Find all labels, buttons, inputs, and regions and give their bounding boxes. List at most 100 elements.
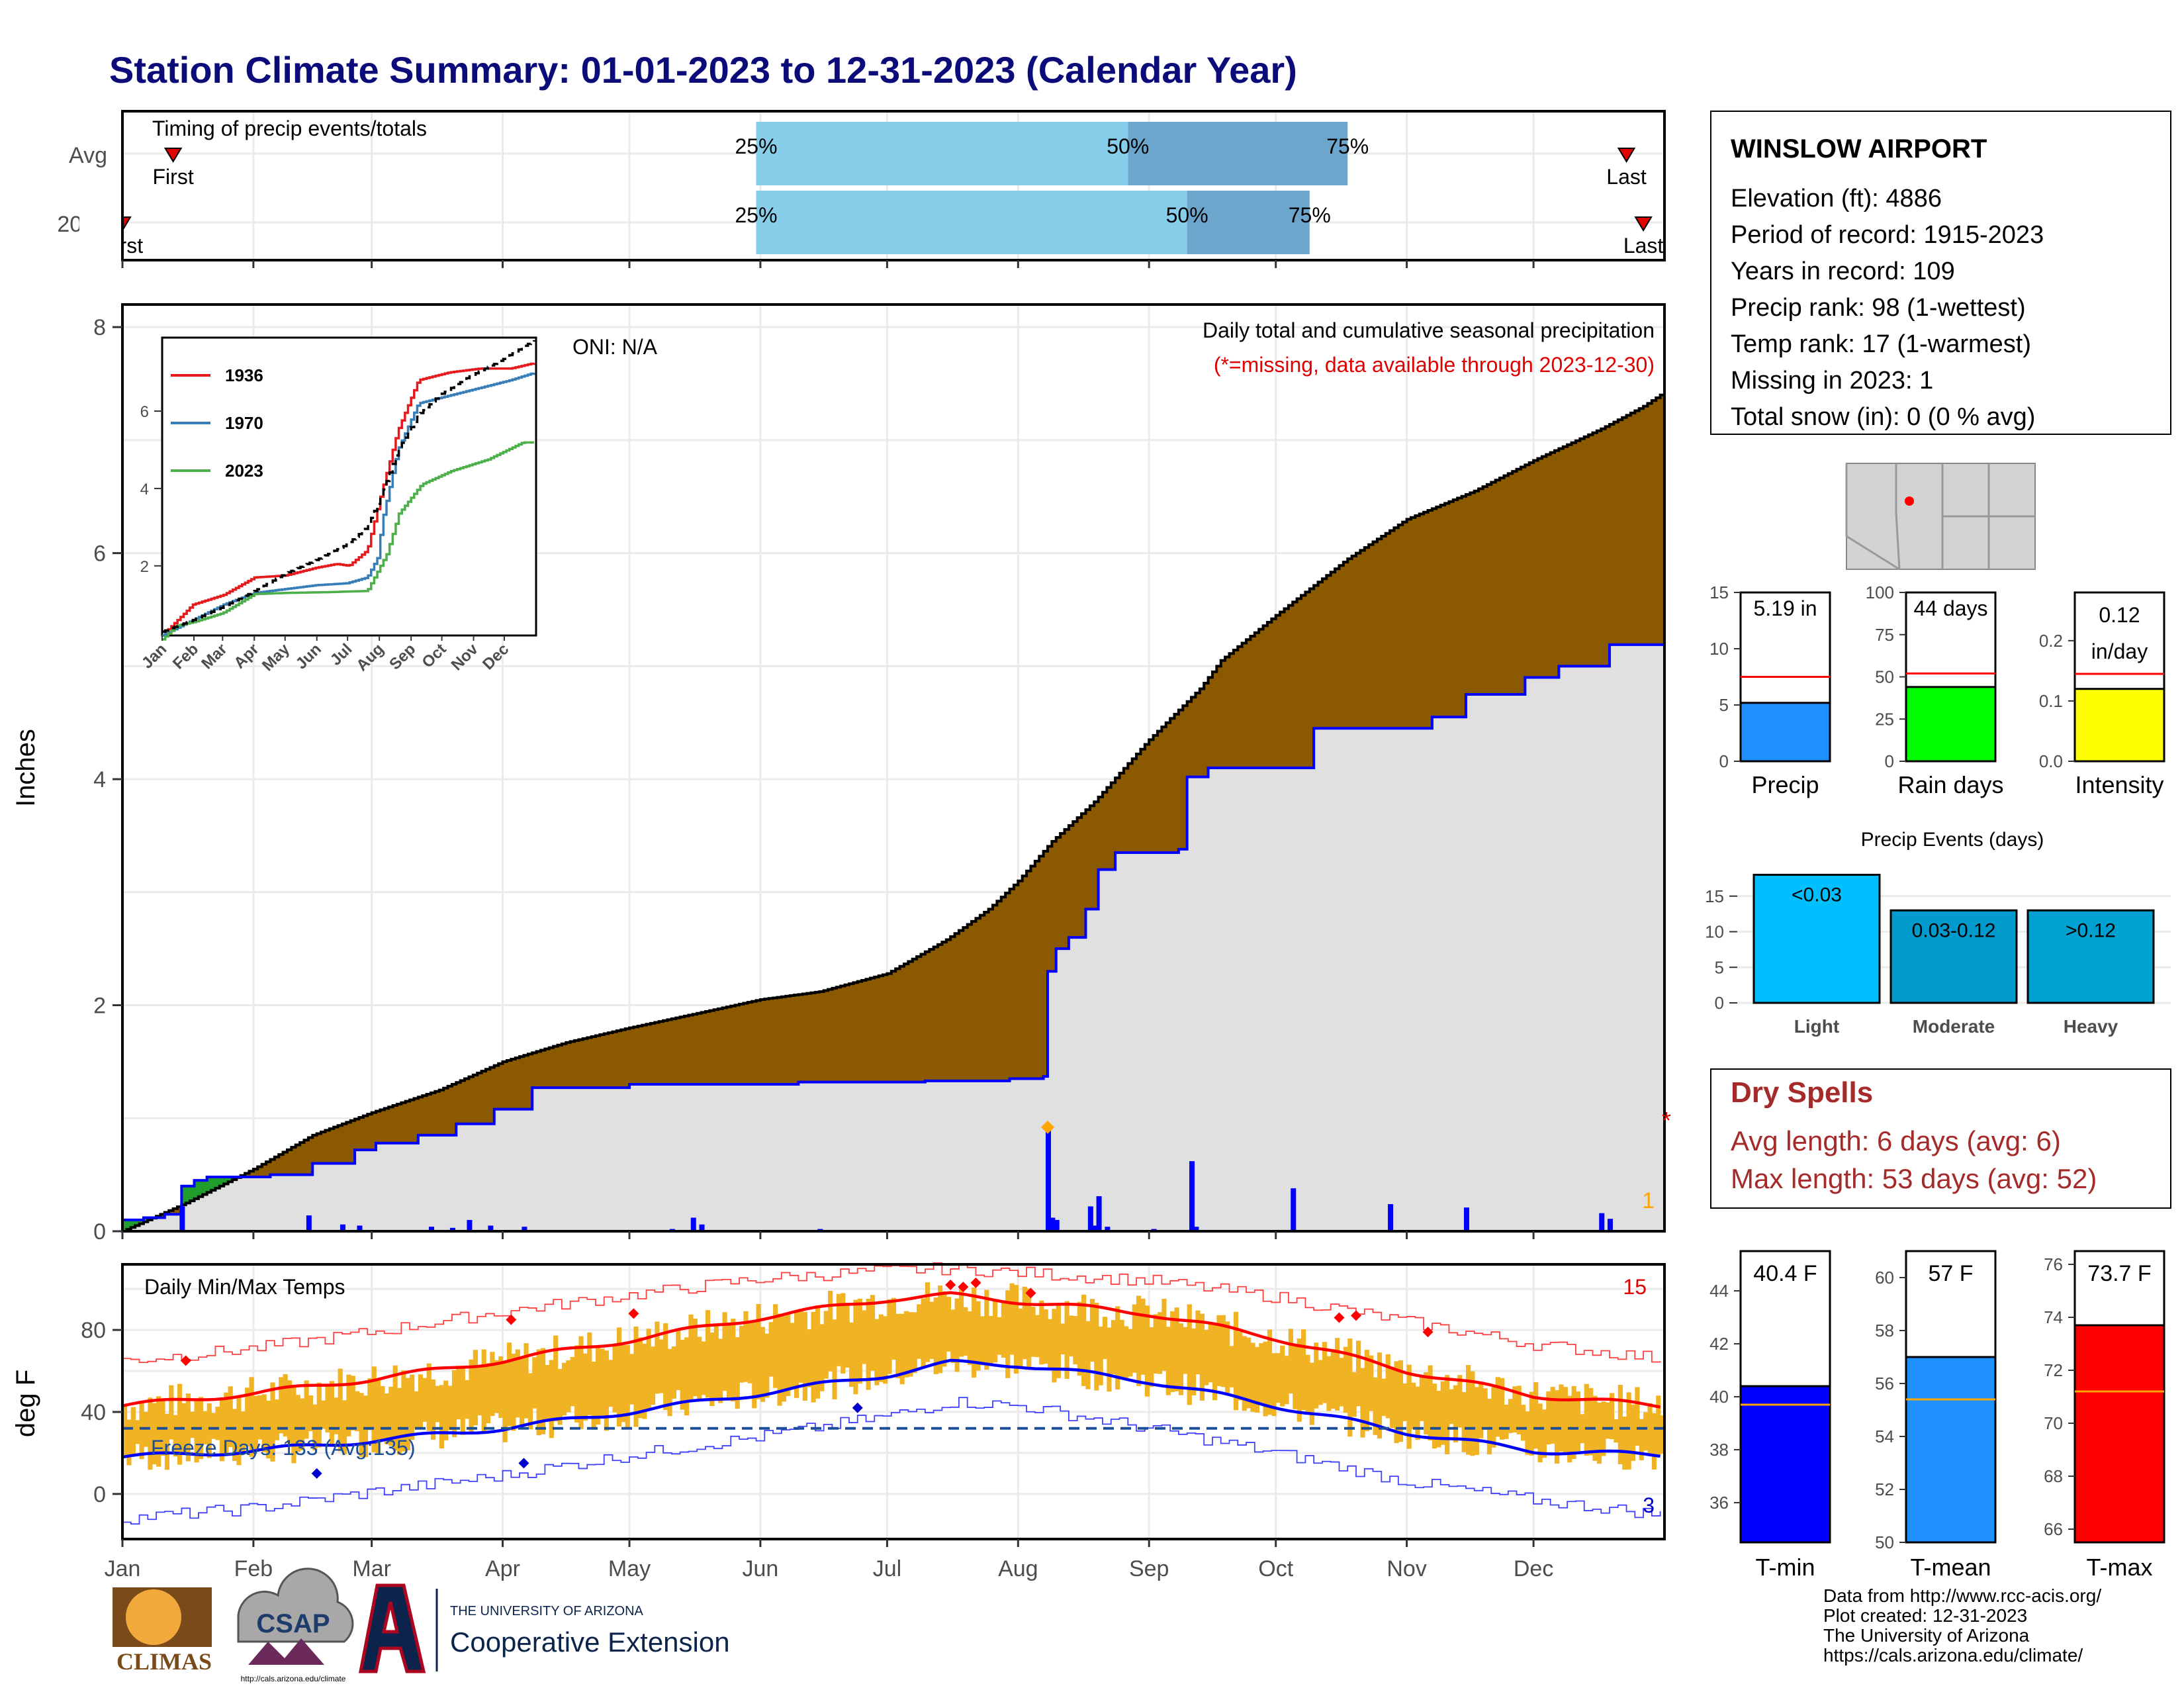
daily-precip-bar [1291, 1188, 1297, 1231]
daily-temp-bar [857, 1298, 862, 1384]
daily-temp-bar [650, 1346, 656, 1405]
daily-temp-bar [443, 1380, 449, 1440]
station-info-line: Temp rank: 17 (1-warmest) [1731, 330, 2031, 358]
daily-temp-bar [688, 1314, 694, 1400]
daily-temp-bar [520, 1358, 525, 1429]
daily-temp-bar [329, 1381, 334, 1446]
daily-temp-bar [527, 1373, 533, 1430]
event-bar [1752, 874, 1881, 1004]
daily-temp-bar [692, 1318, 698, 1397]
temp-panel-title: Daily Min/Max Temps [144, 1275, 345, 1299]
minibar-bar [1905, 686, 1997, 763]
minibar-label: Precip [1751, 771, 1819, 798]
daily-temp-bar [185, 1393, 191, 1462]
daily-temp-bar [938, 1286, 943, 1374]
daily-temp-bar [249, 1377, 254, 1457]
daily-temp-bar [392, 1365, 398, 1451]
daily-temp-bar [1204, 1330, 1209, 1385]
precip-ytick-label: 4 [93, 767, 106, 792]
daily-temp-bar [629, 1354, 635, 1405]
credit-line: Data from http://www.rcc-acis.org/ [1823, 1585, 2101, 1606]
month-label: Jul [873, 1556, 901, 1581]
daily-temp-bar [1174, 1307, 1179, 1391]
daily-temp-bar [1068, 1315, 1074, 1357]
daily-temp-bar [764, 1333, 770, 1398]
daily-temp-bar [684, 1337, 690, 1416]
precip-y-axis-label: Inches [11, 729, 40, 807]
daily-temp-bar [240, 1411, 246, 1455]
daily-temp-bar [1351, 1372, 1357, 1417]
tempbar-bar [1905, 1356, 1997, 1544]
daily-temp-bar [359, 1393, 364, 1457]
events-tick-label: 0 [1715, 993, 1724, 1013]
daily-temp-bar [1064, 1301, 1069, 1380]
month-label: Oct [1258, 1556, 1293, 1581]
daily-temp-bar [1550, 1387, 1555, 1444]
daily-temp-bar [1102, 1317, 1108, 1360]
daily-temp-bar [1486, 1399, 1492, 1455]
daily-temp-bar [1453, 1385, 1459, 1442]
timing-p50-label: 50% [1166, 203, 1208, 227]
inset-frame [161, 336, 537, 637]
daily-temp-bar [338, 1368, 343, 1452]
daily-temp-bar [600, 1348, 605, 1416]
daily-temp-bar [713, 1323, 719, 1398]
daily-temp-bar [532, 1357, 537, 1409]
daily-temp-bar [756, 1303, 761, 1399]
dry-spells-avg: Avg length: 6 days (avg: 6) [1731, 1125, 2061, 1156]
daily-temp-bar [1474, 1387, 1479, 1455]
daily-temp-bar [540, 1348, 546, 1434]
daily-temp-bar [1022, 1286, 1027, 1360]
daily-temp-bar [1178, 1323, 1184, 1395]
daily-temp-bar [465, 1380, 470, 1419]
station-info-line: Total snow (in): 0 (0 % avg) [1731, 403, 2035, 431]
event-category-label: Light [1794, 1016, 1839, 1037]
daily-temp-bar [972, 1288, 977, 1378]
daily-temp-bar [958, 1286, 964, 1357]
precip-ytick-label: 8 [93, 315, 106, 340]
daily-temp-bar [300, 1398, 305, 1451]
daily-temp-bar [1614, 1419, 1619, 1443]
daily-temp-bar [1651, 1413, 1657, 1470]
daily-temp-bar [376, 1378, 381, 1455]
tempbar-tick-label: 38 [1709, 1440, 1729, 1460]
minibar-label: Rain days [1897, 771, 2003, 798]
daily-temp-bar [203, 1411, 208, 1444]
daily-temp-bar [1461, 1391, 1467, 1452]
timing-p75-label: 75% [1326, 134, 1369, 158]
daily-temp-bar [1508, 1399, 1513, 1433]
daily-temp-bar [1617, 1385, 1623, 1464]
daily-temp-bar [1149, 1327, 1154, 1387]
csap-logo-text: CSAP [256, 1609, 330, 1638]
daily-temp-bar [498, 1356, 504, 1419]
daily-temp-bar [929, 1301, 934, 1359]
event-bar [2026, 909, 2155, 1004]
events-tick-label: 5 [1715, 957, 1724, 977]
daily-precip-bar [1096, 1196, 1102, 1231]
daily-precip-bar [1105, 1227, 1111, 1231]
daily-temp-bar [917, 1304, 922, 1359]
daily-temp-bar [1580, 1414, 1585, 1444]
daily-temp-bar [591, 1362, 596, 1429]
record-high-marker [1025, 1288, 1036, 1299]
daily-temp-bar [1170, 1311, 1175, 1392]
minibar-value: 44 days [1913, 596, 1987, 620]
daily-temp-bar [1571, 1385, 1576, 1459]
daily-temp-bar [211, 1413, 216, 1439]
daily-temp-bar [469, 1359, 474, 1432]
daily-temp-bar [401, 1370, 406, 1452]
daily-temp-bar [807, 1329, 812, 1387]
daily-temp-bar [1140, 1298, 1146, 1375]
daily-temp-bar [384, 1393, 389, 1444]
daily-temp-bar [1115, 1306, 1120, 1390]
daily-temp-bar [1009, 1283, 1015, 1355]
record-temp-line [122, 1397, 1661, 1525]
daily-temp-bar [1199, 1313, 1205, 1401]
daily-temp-bar [139, 1401, 144, 1460]
daily-temp-bar [1584, 1383, 1589, 1456]
daily-temp-bar [261, 1394, 267, 1452]
daily-temp-bar [1440, 1381, 1445, 1445]
daily-temp-bar [481, 1349, 486, 1433]
daily-temp-bar [979, 1316, 985, 1366]
daily-temp-bar [1563, 1387, 1568, 1455]
